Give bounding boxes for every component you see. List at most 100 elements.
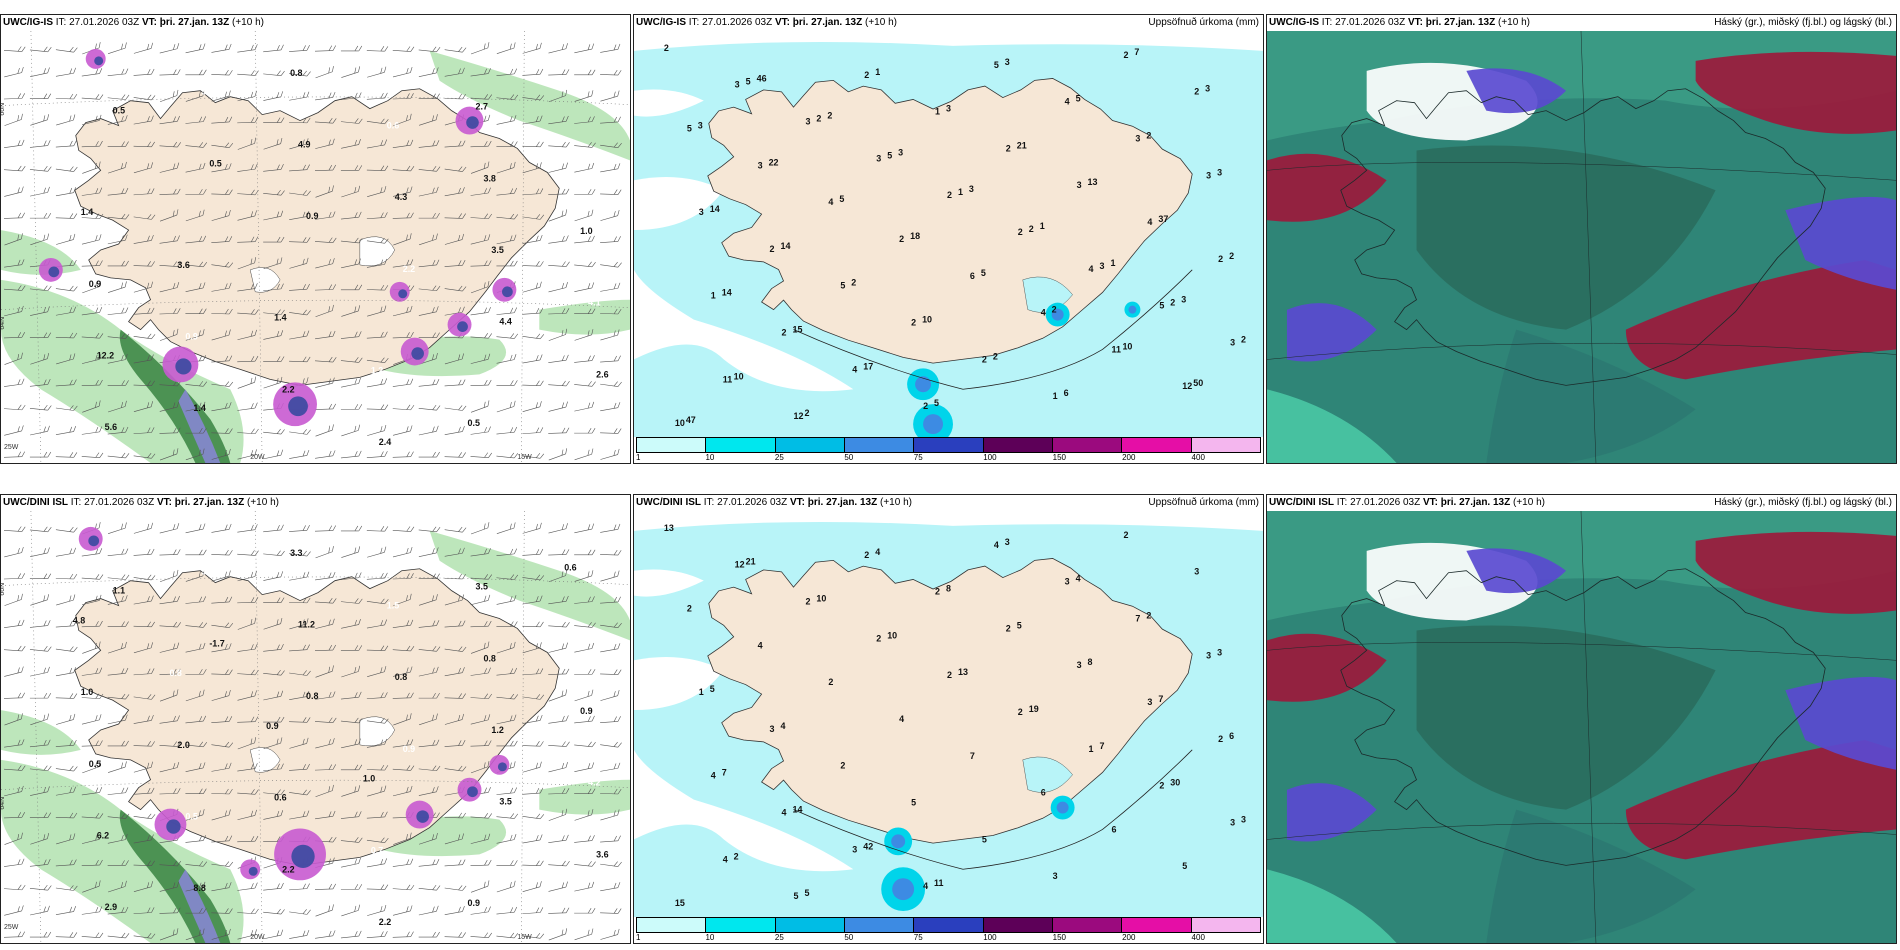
wind-barb [548,523,568,534]
wind-barb [574,448,594,461]
wind-barb [341,619,361,629]
wind-barb [133,761,153,773]
wind-barb [522,354,543,364]
wind-barb [133,401,153,413]
wind-barb [522,933,545,939]
wind-barb [55,405,78,411]
iceland-outline [1340,88,1826,386]
wind-barb [470,161,490,174]
wind-barb [548,188,570,195]
wind-barb [133,834,154,844]
wind-barb [496,161,516,174]
wind-barb [289,597,311,604]
cloud-map[interactable] [1267,31,1896,463]
wind-barb [81,68,103,77]
precip-value-label: 7 [1100,741,1105,751]
wind-barb [185,162,206,173]
wind-value-label: 11.2 [298,619,315,629]
precip-legend: 1 10 25 50 75 100 150 200 400 [634,917,1263,943]
wind-barb [340,764,363,771]
wind-barb [133,68,155,76]
wind-barb [289,883,310,891]
precip-value-label: 17 [863,361,873,371]
wind-value-label: 0.8 [169,668,181,678]
wind-barb [340,837,363,843]
wind-barb [29,213,52,219]
wind-barb [366,92,388,100]
wind-barb [211,788,233,795]
wind-barb [341,665,361,678]
glacier-area [359,716,396,747]
wind-barb [315,930,336,939]
precip-cell-core [411,347,424,360]
wind-value-label: 0.9 [580,706,592,716]
wind-barb [133,694,156,700]
wind-value-label: 0.8 [290,68,302,78]
wind-barb [159,43,180,54]
wind-barb [185,523,206,534]
legend-tick-label: 200 [1122,453,1136,462]
precip-value-label: 8 [1088,657,1093,667]
precip-value-label: 14 [781,241,791,251]
wind-barb [159,401,180,412]
wind-barb [237,428,259,435]
wind-barb [600,809,620,821]
panel-title: Háský (gr.), miðský (fj.bl.) og lágský (… [1714,17,1892,28]
wind-barb [29,332,52,338]
wind-barb [315,377,335,388]
wind-barb [470,522,490,535]
wind-barb [315,138,335,149]
precip-value-label: 3 [1181,295,1186,305]
precip-value-label: 21 [1017,140,1027,150]
precip-value-label: 2 [1146,130,1151,140]
wind-barb [600,928,620,940]
wind-barb [159,788,181,795]
precip-map[interactable]: 13 12 2 2 2 2 1 2 3 4 5 2 2 2 3 3 2 4 4 3 4 4 3 7 3 1 3 2 5 5 3 2 3 2 4 2 4 7… [634,511,1263,917]
wind-barb [289,524,310,532]
wind-value-label: 4.8 [73,615,85,625]
wind-barb [55,786,76,796]
wind-barb [107,860,129,866]
cloud-panel-ig: UWC/IG-IS IT: 27.01.2026 03Z VT: þri. 27… [1266,14,1897,464]
graticule-line [1580,31,1597,463]
graticule-line [521,511,525,943]
wind-barb [133,141,155,148]
precip-value-label: 7 [1158,694,1163,704]
precip-value-label: 1 [1040,221,1045,231]
wind-barb [133,42,153,54]
wind-barb [133,188,155,196]
wind-speed-area [429,530,630,641]
precip-value-label: 1 [958,187,963,197]
wind-map[interactable]: 1.1 1.1 -1.7 0.8 0.9 3.5 3.6 2.9 3.6 11.2 0.8 1.2 4.… [1,511,630,943]
precip-cell-core [248,866,258,876]
wind-barb [30,594,50,606]
wind-barb [133,307,155,315]
wind-barb [133,813,156,820]
wind-barb [522,860,544,866]
wind-barb [29,646,52,652]
precip-value-label: 10 [734,371,744,381]
wind-value-label: 0.6 [274,793,286,803]
wind-barb [600,402,621,412]
wind-value-label: 6.2 [97,830,109,840]
cloud-map[interactable] [1267,511,1896,943]
wind-barb [393,113,412,126]
wind-barb [444,166,467,172]
wind-barb [600,142,622,149]
wind-barb [289,164,310,172]
wind-barb [341,785,361,797]
wind-barb [263,690,284,701]
wind-barb [263,117,285,123]
precip-value-label: 5 [911,798,916,808]
wind-barb [4,259,25,268]
wind-barb [314,284,337,291]
precip-value-label: 4 [781,721,786,731]
wind-value-label: 0.7 [371,845,383,855]
wind-barb [107,234,128,245]
wind-barb [81,740,103,747]
wind-map[interactable]: 0.6 0.5 0.5 0.9 2.2 4.4 2.6 5.6 3.4 4.9 4.3 3.5 4.1 1… [1,31,630,463]
wind-barb [211,809,231,821]
wind-barb [548,860,570,867]
wind-value-label: 2.2 [282,864,294,874]
precip-map[interactable]: 2 3 3 3 2 2 4 5 3 11 12 2 1 2 3 4 2 1 2 4 2 5 4 3 3 3 2 5 2 2 1 2 2 5 3 4 2 6… [634,31,1263,437]
